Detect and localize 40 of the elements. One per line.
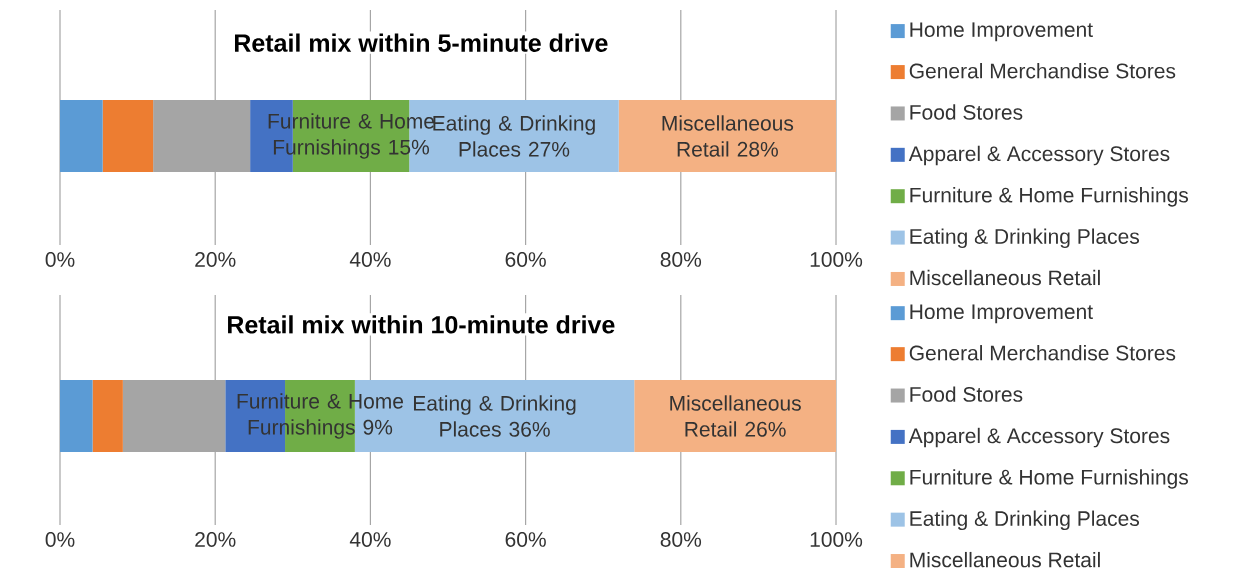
bar bbox=[102, 99, 154, 172]
x-tick-label: 80% bbox=[660, 532, 702, 547]
x-tick-label: 80% bbox=[660, 252, 702, 267]
x-tick-label: 0% bbox=[45, 252, 75, 267]
legend-label: Apparel & Accessory Stores bbox=[908, 427, 1170, 448]
data-label: Miscellaneous Retail 28% bbox=[662, 115, 794, 157]
legend-label: General Merchandise Stores bbox=[909, 62, 1176, 79]
bar bbox=[60, 99, 103, 172]
legend-label: General Merchandise Stores bbox=[909, 345, 1176, 361]
data-label: Eating & Drinking Places 27% bbox=[433, 115, 595, 157]
data-label: Miscellaneous Retail 26% bbox=[670, 395, 801, 437]
bar bbox=[122, 379, 226, 452]
bar bbox=[60, 379, 93, 452]
legend-label: Miscellaneous Retail bbox=[910, 269, 1100, 286]
x-tick-label: 20% bbox=[195, 252, 236, 267]
x-tick-label: 40% bbox=[349, 252, 391, 267]
text: Retail mix within 10-minute drive bbox=[228, 315, 615, 334]
legend-label: Eating & Drinking Places bbox=[910, 510, 1140, 531]
legend-label: Furniture & Home Furnishings bbox=[910, 187, 1189, 207]
x-tick-label: 20% bbox=[195, 532, 236, 547]
legend-label: Furniture & Home Furnishings bbox=[910, 469, 1189, 489]
legend-label: Food Stores bbox=[910, 386, 1023, 402]
data-label: Eating & Drinking Places 36% bbox=[413, 395, 576, 437]
x-tick-label: 0% bbox=[45, 532, 75, 547]
legend-label: Eating & Drinking Places bbox=[910, 228, 1140, 249]
bar bbox=[92, 379, 123, 452]
legend-label: Apparel & Accessory Stores bbox=[908, 145, 1170, 166]
x-tick-label: 60% bbox=[505, 252, 546, 267]
bar bbox=[618, 99, 837, 172]
legend-label: Food Stores bbox=[910, 104, 1023, 120]
x-tick-label: 40% bbox=[349, 532, 391, 547]
x-tick-label: 100% bbox=[810, 252, 863, 267]
legend-label: Home Improvement bbox=[910, 304, 1093, 324]
x-tick-label: 100% bbox=[810, 532, 863, 547]
x-tick-label: 60% bbox=[505, 532, 546, 547]
text: Retail mix within 5-minute drive bbox=[234, 33, 608, 52]
legend-label: Home Improvement bbox=[910, 22, 1093, 42]
bar bbox=[634, 379, 837, 452]
bar bbox=[153, 99, 251, 172]
legend-label: Miscellaneous Retail bbox=[910, 551, 1100, 568]
